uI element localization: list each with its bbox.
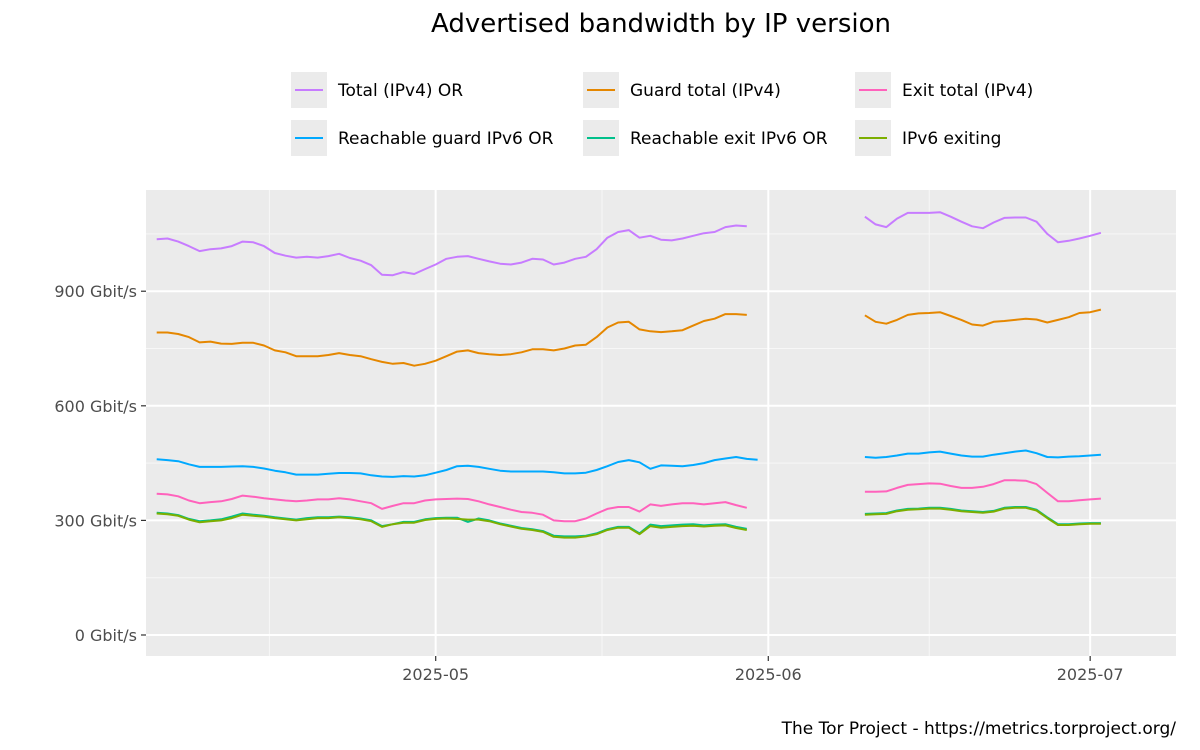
series-line-4 [864, 449, 1101, 459]
legend-label: Reachable guard IPv6 OR [338, 129, 554, 149]
series-line-6 [156, 512, 747, 539]
legend-label: Guard total (IPv4) [630, 81, 781, 101]
chart-caption: The Tor Project - https://metrics.torpro… [781, 719, 1177, 739]
x-tick-label: 2025-06 [735, 665, 802, 684]
x-tick-label: 2025-05 [402, 665, 469, 684]
legend-label: IPv6 exiting [902, 129, 1001, 149]
legend: Total (IPv4) OR Guard total (IPv4) Exit to… [291, 72, 1033, 156]
series-line-4 [156, 456, 758, 478]
series-line-1 [864, 211, 1102, 244]
series-line-3 [156, 492, 748, 523]
series-line-1 [156, 224, 747, 277]
y-axis: 0 Gbit/s 300 Gbit/s 600 Gbit/s 900 Gbit/s [54, 282, 146, 645]
plot-panel [146, 190, 1176, 656]
legend-label: Reachable exit IPv6 OR [630, 129, 828, 149]
series-line-2 [156, 313, 747, 367]
y-tick-label: 900 Gbit/s [54, 282, 137, 301]
series-lines [156, 211, 1102, 539]
series-line-2 [864, 308, 1102, 327]
y-tick-label: 600 Gbit/s [54, 397, 137, 416]
series-line-6 [864, 506, 1101, 526]
minor-gridlines [146, 190, 1176, 656]
x-tick-label: 2025-07 [1057, 665, 1124, 684]
major-gridlines [146, 190, 1176, 656]
x-axis: 2025-05 2025-06 2025-07 [402, 656, 1124, 684]
legend-label: Total (IPv4) OR [337, 81, 463, 101]
chart-title: Advertised bandwidth by IP version [431, 9, 891, 39]
y-tick-label: 0 Gbit/s [75, 626, 137, 645]
y-tick-label: 300 Gbit/s [54, 511, 137, 530]
legend-label: Exit total (IPv4) [902, 81, 1033, 101]
series-line-3 [864, 479, 1101, 503]
